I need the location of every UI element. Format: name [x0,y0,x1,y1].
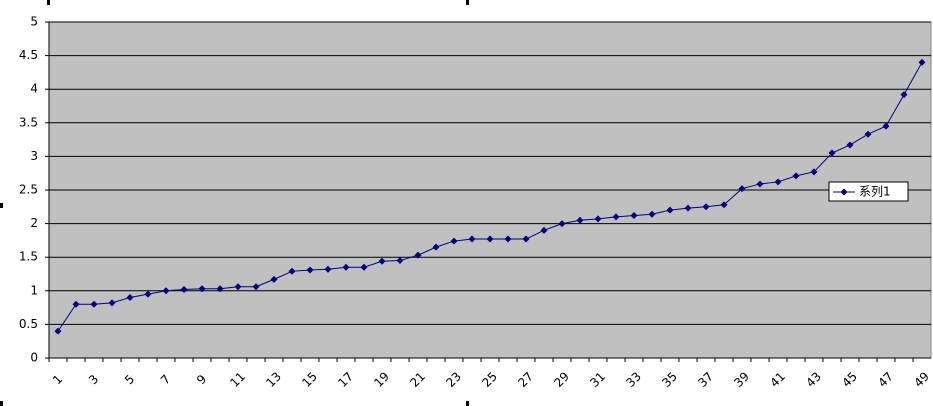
marker [468,235,476,243]
marker [144,290,152,298]
x-tick-label: 15 [299,369,320,390]
x-tick-label: 33 [623,369,644,390]
y-tick-label: 3 [30,149,38,163]
marker [558,220,566,228]
x-tick-label: 5 [122,372,137,387]
x-tick-label: 45 [839,369,860,390]
marker [648,210,656,218]
marker [396,257,404,265]
marker [378,257,386,265]
marker [54,327,62,335]
x-tick-label: 27 [515,369,536,390]
y-tick-label: 4.5 [19,48,38,62]
marker [666,206,674,214]
marker [738,185,746,193]
y-tick-label: 0.5 [19,317,38,331]
x-tick-label: 39 [731,369,752,390]
marker [594,215,602,223]
marker [126,294,134,302]
marker [360,263,368,271]
selection-handle [0,203,3,208]
marker [720,201,728,209]
marker [828,149,836,157]
marker [612,213,620,221]
marker [288,267,296,275]
y-tick-label: 1.5 [19,250,38,264]
y-tick-label: 3.5 [19,115,38,129]
x-tick-label: 37 [695,369,716,390]
y-tick-label: 4 [30,82,38,96]
x-tick-label: 17 [335,369,356,390]
marker [414,251,422,259]
x-tick-label: 13 [263,369,284,390]
marker [108,299,116,307]
x-tick-label: 25 [479,369,500,390]
marker [306,266,314,274]
marker [198,285,206,293]
marker [234,283,242,291]
x-tick-label: 23 [443,369,464,390]
x-tick-label: 11 [227,369,248,390]
marker [432,243,440,251]
x-tick-label: 21 [407,369,428,390]
selection-handle [466,0,469,5]
marker [342,263,350,271]
marker [216,285,224,293]
marker [324,265,332,273]
marker [630,212,638,220]
legend-marker [840,188,848,196]
marker [684,204,692,212]
x-tick-label: 41 [767,369,788,390]
marker [90,300,98,308]
x-tick-label: 43 [803,369,824,390]
marker [918,58,926,66]
legend-box [828,181,909,202]
legend-label: 系列1 [859,185,891,199]
selection-handle [47,0,50,5]
marker [522,235,530,243]
marker [900,91,908,99]
marker [702,203,710,211]
marker [72,300,80,308]
marker [756,180,764,188]
x-tick-label: 9 [194,372,209,387]
marker [540,226,548,234]
marker [810,168,818,176]
y-tick-label: 5 [30,15,38,29]
marker [774,178,782,186]
y-tick-label: 0 [30,351,38,365]
x-tick-label: 49 [911,369,932,390]
marker [450,237,458,245]
x-tick-label: 7 [158,372,173,387]
y-tick-label: 2 [30,216,38,230]
selection-handle [466,401,469,406]
x-tick-label: 31 [587,369,608,390]
x-tick-label: 29 [551,369,572,390]
x-tick-label: 35 [659,369,680,390]
marker [486,235,494,243]
marker [180,285,188,293]
selection-handle [0,401,3,406]
x-tick-label: 1 [50,372,65,387]
marker [576,216,584,224]
marker [792,172,800,180]
y-tick-label: 1 [30,283,38,297]
marker [882,122,890,130]
x-tick-label: 47 [875,369,896,390]
x-tick-label: 19 [371,369,392,390]
marker [864,130,872,138]
marker [270,275,278,283]
marker [162,287,170,295]
marker [252,283,260,291]
x-tick-label: 3 [86,372,101,387]
marker [504,235,512,243]
marker [846,141,854,149]
y-tick-label: 2.5 [19,183,38,197]
